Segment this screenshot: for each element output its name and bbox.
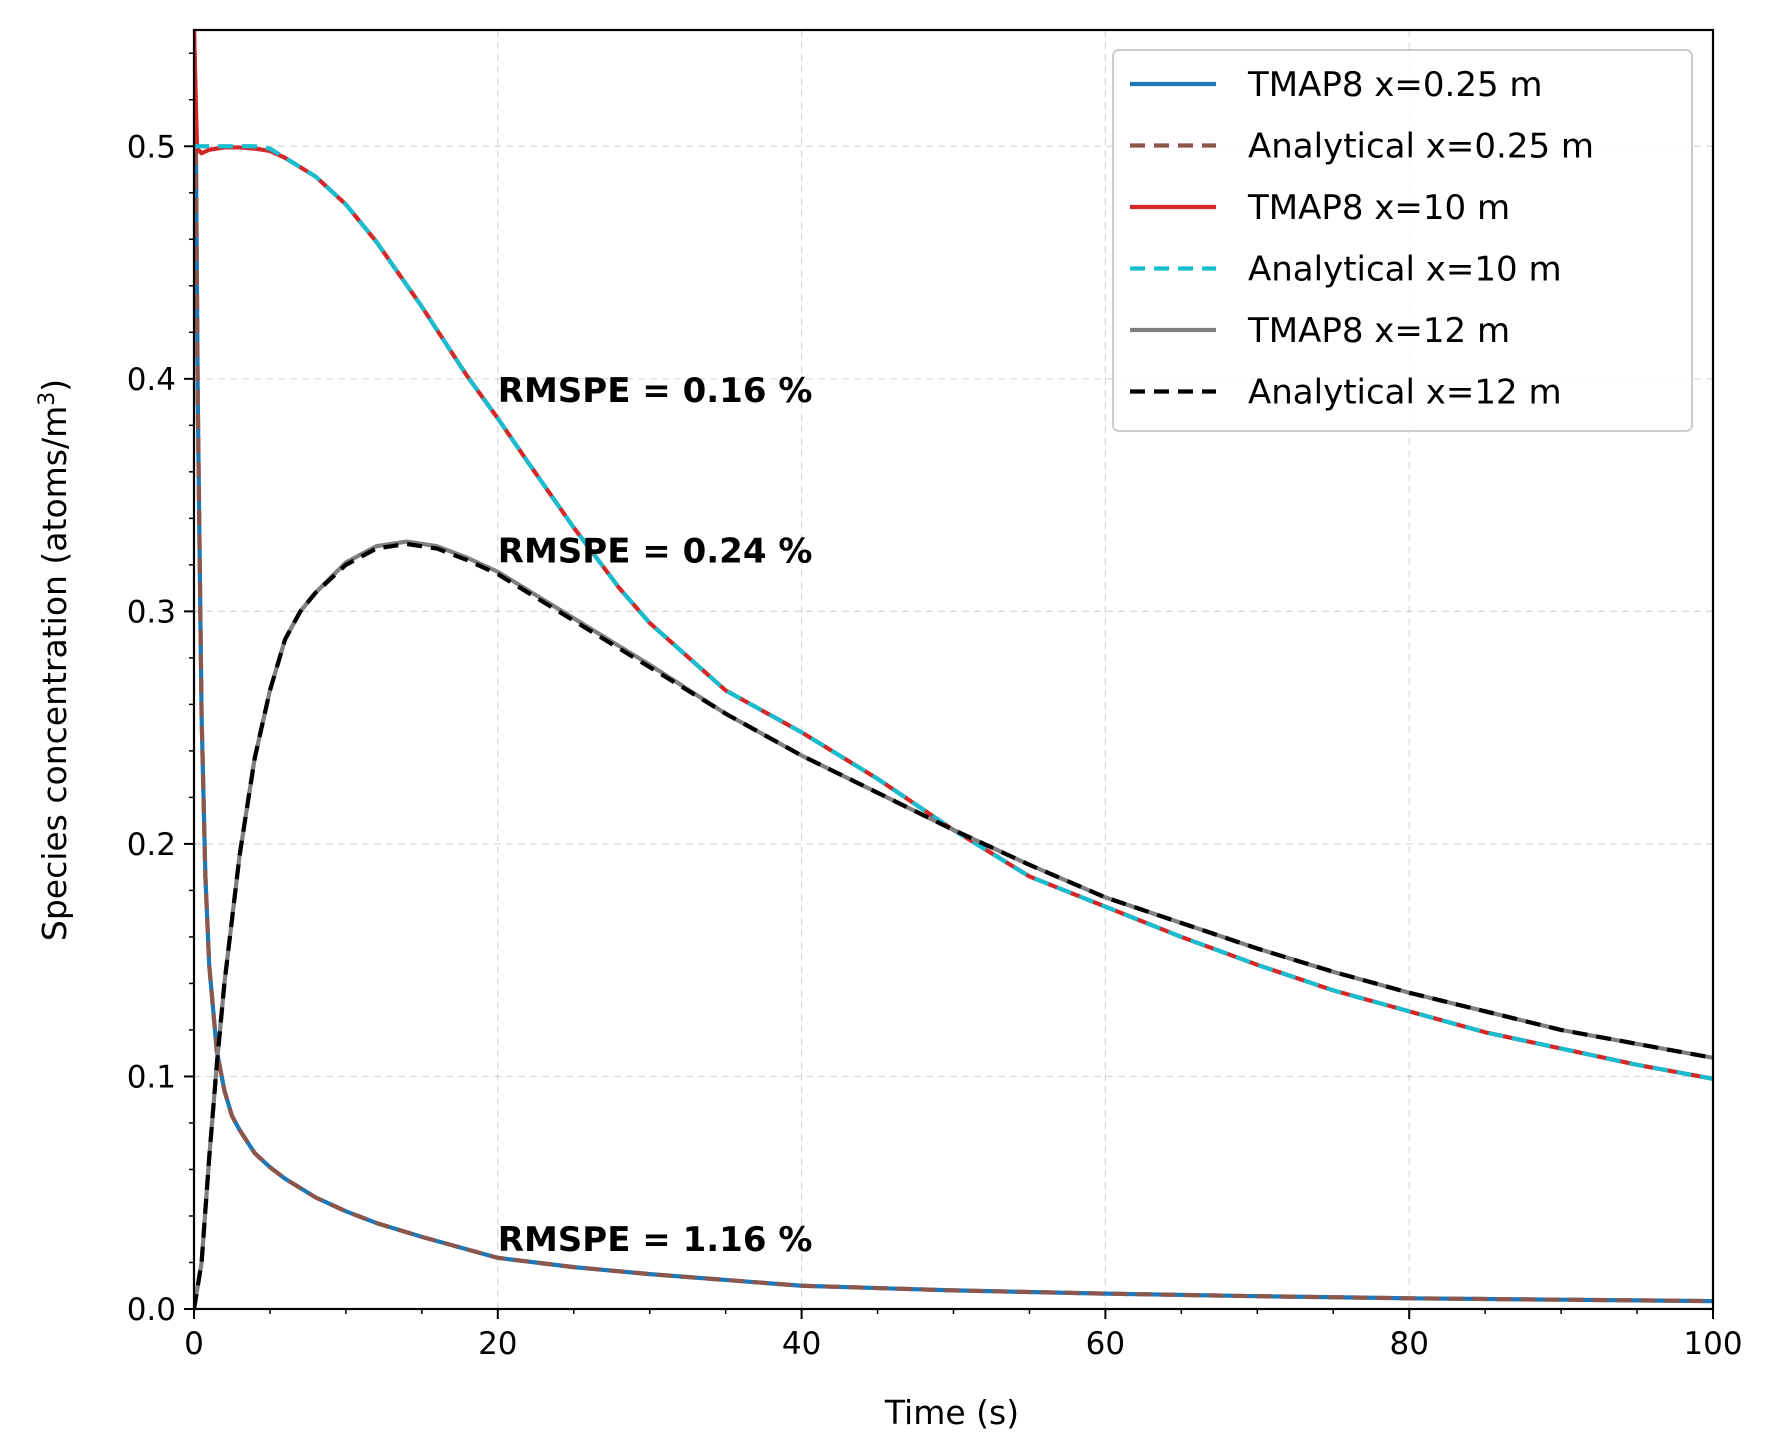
annotations: RMSPE = 0.16 % RMSPE = 0.24 % RMSPE = 1.16… bbox=[498, 371, 813, 1260]
annotation-0: RMSPE = 0.16 % bbox=[498, 371, 813, 411]
annotation-1: RMSPE = 0.24 % bbox=[498, 532, 813, 572]
legend-label-5: Analytical x=12 m bbox=[1248, 373, 1562, 413]
legend-label-4: TMAP8 x=12 m bbox=[1247, 311, 1510, 351]
series-line-1 bbox=[194, 30, 1713, 1304]
x-tick-label-3: 60 bbox=[1086, 1326, 1125, 1362]
legend-label-1: Analytical x=0.25 m bbox=[1248, 127, 1594, 167]
y-axis-label-superscript: 3 bbox=[35, 392, 60, 406]
x-tick-label-0: 0 bbox=[184, 1326, 204, 1362]
legend-label-0: TMAP8 x=0.25 m bbox=[1247, 65, 1543, 105]
ticks: 0 20 40 60 80 100 0.0 0.1 0.2 0.3 0.4 0.5 bbox=[127, 52, 1743, 1362]
y-tick-label-2: 0.2 bbox=[127, 827, 176, 863]
series-line-5 bbox=[194, 541, 1713, 1309]
y-tick-label-0: 0.0 bbox=[127, 1292, 176, 1328]
x-tick-label-1: 20 bbox=[478, 1326, 517, 1362]
legend-label-3: Analytical x=10 m bbox=[1248, 250, 1562, 290]
annotation-2: RMSPE = 1.16 % bbox=[498, 1220, 813, 1260]
y-tick-label-1: 0.1 bbox=[127, 1059, 176, 1095]
x-tick-label-5: 100 bbox=[1683, 1326, 1742, 1362]
y-axis-label-suffix: ) bbox=[35, 379, 74, 392]
x-tick-label-4: 80 bbox=[1389, 1326, 1428, 1362]
y-tick-label-5: 0.5 bbox=[127, 129, 176, 165]
y-axis-label: Species concentration (atoms/m3) bbox=[35, 379, 74, 941]
legend: TMAP8 x=0.25 m Analytical x=0.25 m TMAP8 x… bbox=[1112, 49, 1693, 432]
series-lines bbox=[194, 30, 1713, 1309]
y-tick-label-4: 0.4 bbox=[127, 362, 176, 398]
y-tick-label-3: 0.3 bbox=[127, 594, 176, 630]
x-axis-label: Time (s) bbox=[884, 1393, 1019, 1432]
x-tick-label-2: 40 bbox=[782, 1326, 821, 1362]
series-line-3 bbox=[194, 144, 1713, 1081]
y-axis-label-main: Species concentration (atoms/m bbox=[35, 406, 74, 941]
legend-label-2: TMAP8 x=10 m bbox=[1247, 188, 1510, 228]
legend-box bbox=[1112, 49, 1693, 432]
